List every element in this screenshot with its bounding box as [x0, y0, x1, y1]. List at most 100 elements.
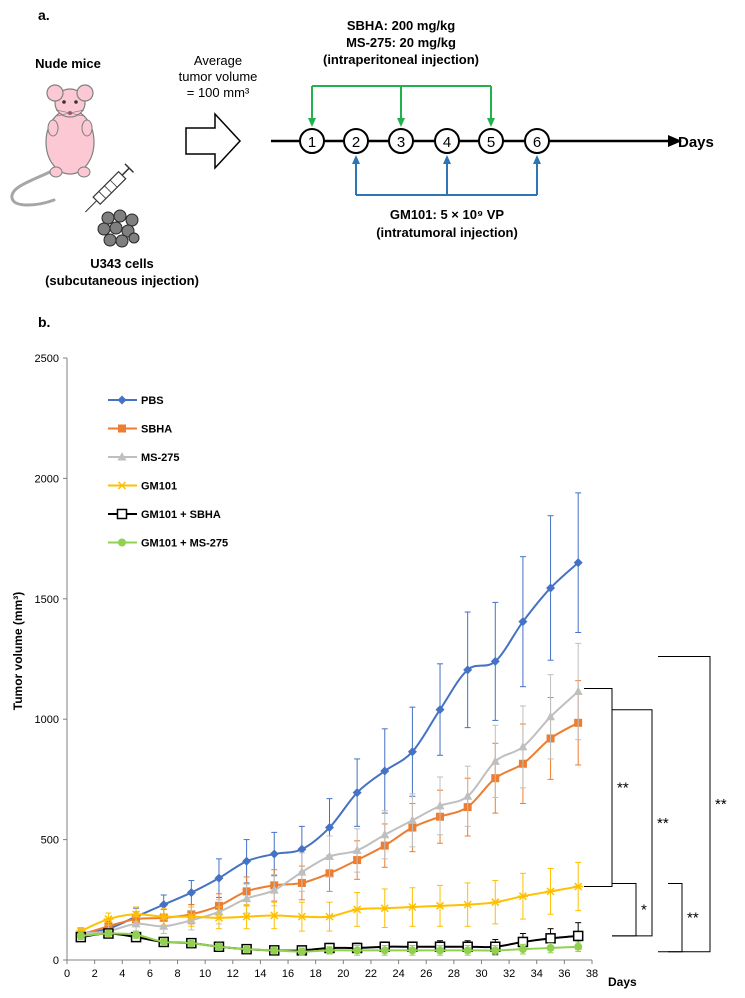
significance-label: **: [657, 815, 669, 832]
significance-brackets: *********: [584, 656, 727, 953]
data-point: [214, 873, 224, 883]
data-point: [76, 931, 85, 940]
x-tick-label: 0: [64, 968, 70, 980]
data-point: [546, 711, 556, 721]
panel-a: a. Nude mice: [10, 7, 714, 288]
panel-a-label: a.: [38, 7, 50, 23]
data-point: [132, 930, 141, 939]
legend-item: PBS: [108, 395, 164, 407]
timeline-arrowhead: [668, 135, 682, 147]
bracket-line: [668, 883, 683, 953]
blue-arrow-head: [443, 155, 451, 164]
blue-line1: GM101: 5 × 10⁹ VP: [390, 207, 505, 222]
big-arrow-icon: [185, 112, 242, 170]
timeline-step-label: 2: [352, 134, 360, 151]
x-tick-label: 22: [365, 968, 377, 980]
cells-line2: (subcutaneous injection): [45, 273, 199, 288]
data-point: [407, 902, 418, 912]
data-point: [158, 912, 169, 921]
data-point: [270, 946, 279, 955]
green-arrow-head: [487, 118, 495, 127]
x-tick-label: 14: [254, 968, 266, 980]
x-tick-label: 36: [558, 968, 570, 980]
data-point: [242, 893, 252, 903]
y-tick-label: 500: [41, 835, 59, 847]
data-point: [297, 947, 306, 956]
y-tick-label: 0: [53, 955, 59, 967]
bracket-line: [612, 883, 637, 937]
legend-item: GM101 + MS-275: [108, 538, 228, 550]
bracket-line: [658, 656, 711, 953]
bracket-line: [584, 688, 613, 888]
x-tick-label: 20: [337, 968, 349, 980]
green-line2: MS-275: 20 mg/kg: [346, 35, 456, 50]
data-point: [490, 656, 500, 666]
legend-marker: [117, 395, 127, 405]
data-point: [517, 892, 528, 901]
data-point: [490, 756, 500, 765]
data-point: [186, 912, 197, 921]
data-point: [518, 741, 528, 751]
data-point: [103, 915, 114, 924]
timeline-step-label: 3: [397, 134, 405, 151]
data-point: [463, 665, 473, 675]
data-point: [104, 929, 113, 938]
significance-bracket: **: [584, 688, 629, 888]
data-point: [491, 946, 500, 955]
series: [75, 861, 584, 936]
data-point: [241, 912, 252, 921]
y-tick-label: 1000: [35, 714, 59, 726]
y-tick-label: 1500: [35, 594, 59, 606]
timeline-step-circle: [343, 128, 369, 154]
legend-label: MS-275: [141, 452, 180, 464]
x-tick-label: 28: [448, 968, 460, 980]
syringe-icon: [85, 163, 134, 213]
green-arrow-head: [308, 118, 316, 127]
x-tick-label: 10: [199, 968, 211, 980]
bracket-line: [612, 709, 653, 937]
blue-arrow-head: [533, 155, 541, 164]
legend-label: SBHA: [141, 424, 172, 436]
data-point: [545, 933, 556, 944]
data-point: [325, 851, 334, 860]
data-point: [296, 912, 307, 921]
blue-arrow-head: [352, 155, 360, 164]
data-point: [518, 945, 527, 954]
data-point: [463, 791, 473, 800]
mice-title: Nude mice: [35, 56, 101, 71]
data-point: [574, 942, 583, 951]
data-point: [297, 867, 307, 876]
legend: PBS SBHA MS-275 GM101 GM101 + SBHA GM101 + MS…: [108, 395, 228, 550]
avg-line2: tumor volume: [179, 69, 258, 84]
data-point: [407, 747, 417, 757]
data-point: [131, 918, 141, 928]
data-point: [518, 617, 528, 627]
data-point: [462, 900, 473, 909]
data-point: [269, 849, 279, 859]
data-point: [546, 943, 555, 952]
data-point: [159, 900, 169, 910]
significance-label: **: [715, 796, 727, 813]
x-tick-label: 38: [586, 968, 598, 980]
x-tick-label: 32: [503, 968, 515, 980]
x-tick-label: 4: [119, 968, 125, 980]
series: [76, 929, 583, 956]
avg-line3: = 100 mm³: [187, 85, 250, 100]
x-axis-title: Days: [608, 975, 637, 989]
x-tick-label: 34: [531, 968, 543, 980]
data-point: [380, 766, 390, 776]
legend-marker: [118, 538, 126, 547]
legend-item: MS-275: [108, 452, 180, 464]
legend-label: GM101 + MS-275: [141, 538, 228, 550]
timeline-step-circle: [434, 128, 460, 154]
legend-marker: [118, 424, 126, 433]
green-line3: (intraperitoneal injection): [323, 52, 479, 67]
data-point: [324, 912, 335, 921]
data-point: [242, 945, 251, 954]
data-point: [436, 946, 445, 955]
data-point: [573, 882, 584, 891]
data-point: [435, 800, 445, 810]
legend-item: GM101: [108, 481, 177, 493]
significance-bracket: *: [612, 883, 647, 937]
